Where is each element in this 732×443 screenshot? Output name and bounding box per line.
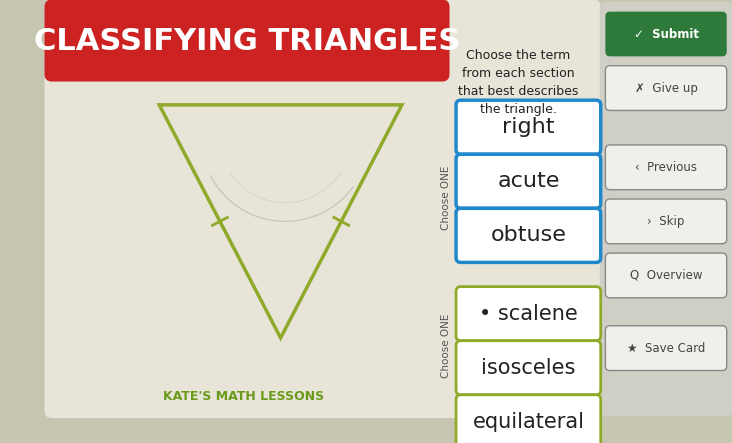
Text: Q  Overview: Q Overview: [630, 269, 702, 282]
Text: ✓  Submit: ✓ Submit: [634, 27, 698, 40]
Text: obtuse: obtuse: [490, 225, 567, 245]
Text: Choose ONE: Choose ONE: [441, 166, 451, 230]
FancyBboxPatch shape: [456, 154, 601, 208]
Text: ‹  Previous: ‹ Previous: [635, 161, 697, 174]
Text: right: right: [502, 117, 555, 137]
Text: equilateral: equilateral: [472, 412, 584, 432]
Text: ›  Skip: › Skip: [647, 215, 684, 228]
FancyBboxPatch shape: [605, 253, 727, 298]
Text: isosceles: isosceles: [481, 358, 575, 378]
FancyBboxPatch shape: [605, 145, 727, 190]
Text: ★  Save Card: ★ Save Card: [627, 342, 705, 355]
FancyBboxPatch shape: [456, 395, 601, 443]
FancyBboxPatch shape: [600, 1, 732, 416]
FancyBboxPatch shape: [605, 66, 727, 110]
FancyBboxPatch shape: [605, 199, 727, 244]
FancyBboxPatch shape: [456, 341, 601, 395]
FancyBboxPatch shape: [456, 100, 601, 154]
FancyBboxPatch shape: [456, 287, 601, 341]
FancyBboxPatch shape: [456, 208, 601, 262]
FancyBboxPatch shape: [605, 326, 727, 370]
FancyBboxPatch shape: [45, 0, 601, 418]
Text: ✗  Give up: ✗ Give up: [635, 82, 698, 94]
Text: Choose ONE: Choose ONE: [441, 313, 451, 377]
Text: KATE'S MATH LESSONS: KATE'S MATH LESSONS: [163, 390, 324, 403]
Text: Choose the term
from each section
that best describes
the triangle.: Choose the term from each section that b…: [458, 49, 579, 116]
FancyBboxPatch shape: [605, 12, 727, 56]
Text: CLASSIFYING TRIANGLES: CLASSIFYING TRIANGLES: [34, 27, 460, 56]
Text: acute: acute: [497, 171, 559, 191]
FancyBboxPatch shape: [45, 0, 449, 82]
Text: • scalene: • scalene: [479, 303, 578, 324]
